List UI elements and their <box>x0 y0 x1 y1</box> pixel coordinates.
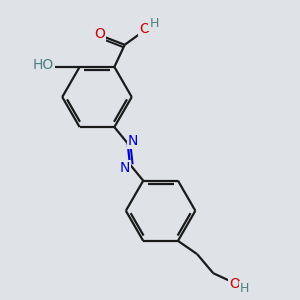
Text: HO: HO <box>33 58 54 72</box>
Text: O: O <box>94 27 105 41</box>
Text: O: O <box>230 278 240 291</box>
Text: N: N <box>128 134 138 148</box>
Text: N: N <box>119 161 130 175</box>
Text: O: O <box>139 22 150 36</box>
Text: H: H <box>149 16 159 29</box>
Text: H: H <box>240 282 250 295</box>
